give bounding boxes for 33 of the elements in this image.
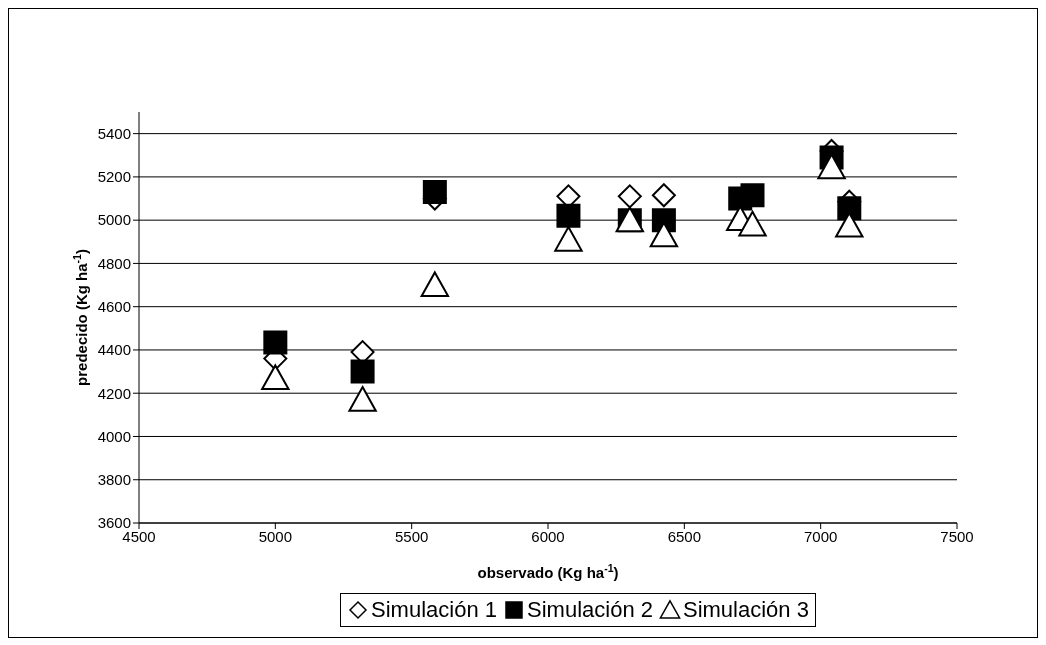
- legend-label: Simulación 1: [371, 597, 498, 623]
- y-tick-label: 5200: [97, 168, 131, 186]
- x-axis-title: observado (Kg ha$^{-1}$): [477, 562, 619, 581]
- x-tick-label: 5000: [258, 527, 293, 545]
- y-tick-label: 4200: [97, 384, 131, 402]
- point: [837, 196, 862, 221]
- point: [422, 180, 447, 205]
- y-tick-label: 4600: [97, 298, 131, 316]
- y-tick-label: 5000: [97, 211, 131, 229]
- y-tick-label: 4800: [97, 254, 131, 272]
- y-tick-label: 4400: [97, 341, 131, 359]
- legend-label: Simulación 2: [527, 597, 653, 623]
- x-tick-label: 6000: [531, 527, 565, 545]
- point: [651, 183, 676, 208]
- y-tick-label: 5400: [97, 124, 131, 142]
- point: [817, 153, 846, 180]
- point: [738, 210, 767, 237]
- point: [420, 271, 450, 298]
- point: [350, 359, 375, 384]
- y-tick-label: 4000: [97, 427, 131, 445]
- point: [261, 364, 290, 391]
- point: [348, 386, 377, 412]
- x-tick-label: 5500: [394, 527, 429, 545]
- point: [263, 330, 288, 355]
- point: [554, 225, 583, 252]
- point: [556, 203, 581, 228]
- legend-label: Simulación 3: [682, 597, 809, 623]
- point: [740, 183, 765, 208]
- x-tick-label: 6500: [667, 527, 702, 545]
- x-tick-label: 7000: [803, 527, 838, 545]
- x-tick-label: 7500: [940, 527, 974, 545]
- y-tick-label: 3800: [97, 471, 131, 489]
- point: [617, 184, 642, 209]
